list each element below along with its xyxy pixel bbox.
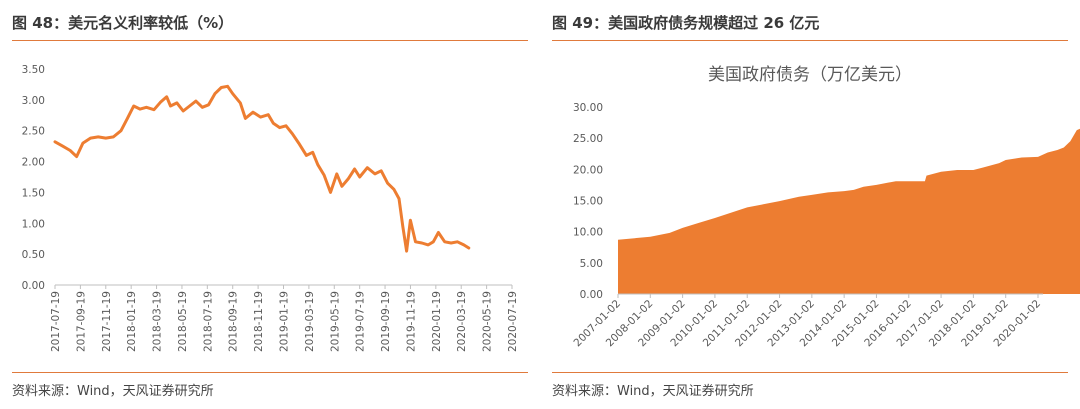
x-tick-label: 2020-01-19 (431, 291, 443, 352)
x-tick-label: 2020-03-19 (456, 291, 468, 352)
x-tick-label: 2018-11-19 (253, 291, 265, 352)
y-tick-label: 3.00 (22, 95, 45, 107)
chart-inner-title: 美国政府债务（万亿美元） (708, 65, 912, 85)
y-tick-label: 5.00 (580, 258, 603, 270)
x-tick-label: 2019-09-19 (380, 291, 392, 352)
x-tick-label: 2018-07-19 (202, 291, 214, 352)
y-tick-label: 1.00 (22, 218, 45, 230)
x-tick-label: 2017-07-19 (50, 291, 62, 352)
left-source-note: 资料来源：Wind，天风证券研究所 (12, 384, 214, 399)
left-line-chart: 0.00 0.50 1.00 1.50 2.00 2.50 3.00 3.50 2017-07-… (22, 64, 519, 352)
x-tick-label: 2017-09-19 (75, 291, 87, 352)
x-tick-label: 2018-05-19 (177, 291, 189, 352)
x-tick-label: 2018-09-19 (228, 291, 240, 352)
left-title-rule (12, 40, 528, 41)
y-tick-label: 2.50 (22, 126, 45, 138)
right-source-note: 资料来源：Wind，天风证券研究所 (552, 384, 754, 399)
x-tick-label: 2019-11-19 (405, 291, 417, 352)
y-tick-label: 30.00 (573, 102, 603, 114)
left-chart-title: 图 48：美元名义利率较低（%） (12, 14, 234, 32)
y-tick-label: 3.50 (22, 64, 45, 76)
right-chart-title: 图 49：美国政府债务规模超过 26 亿元 (552, 14, 820, 32)
y-tick-label: 0.00 (580, 289, 603, 301)
x-tick-label: 2019-01-19 (279, 291, 291, 352)
x-tick-label: 2018-03-19 (152, 291, 164, 352)
y-tick-label: 1.50 (22, 187, 45, 199)
x-tick-label: 2017-11-19 (101, 291, 113, 352)
left-footer-rule (12, 372, 528, 373)
right-area-chart: 美国政府债务（万亿美元） 0.00 5.00 10.00 15.00 20.00 25.00… (571, 65, 1080, 349)
right-footer-rule (552, 372, 1068, 373)
y-tick-label: 2.00 (22, 157, 45, 169)
y-tick-label: 0.50 (22, 249, 45, 261)
x-tick-label: 2019-07-19 (355, 291, 367, 352)
y-tick-label: 10.00 (573, 227, 603, 239)
x-tick-label: 2019-05-19 (329, 291, 341, 352)
debt-area-series (618, 128, 1080, 294)
right-title-rule (552, 40, 1068, 41)
y-tick-label: 25.00 (573, 133, 603, 145)
y-tick-label: 20.00 (573, 164, 603, 176)
yield-line-series (53, 84, 471, 253)
y-tick-label: 0.00 (22, 280, 45, 292)
x-tick-label: 2020-05-19 (482, 291, 494, 352)
x-tick-label: 2019-03-19 (304, 291, 316, 352)
x-tick-label: 2018-01-19 (126, 291, 138, 352)
y-tick-label: 15.00 (573, 196, 603, 208)
x-tick-label: 2020-07-19 (507, 291, 519, 352)
